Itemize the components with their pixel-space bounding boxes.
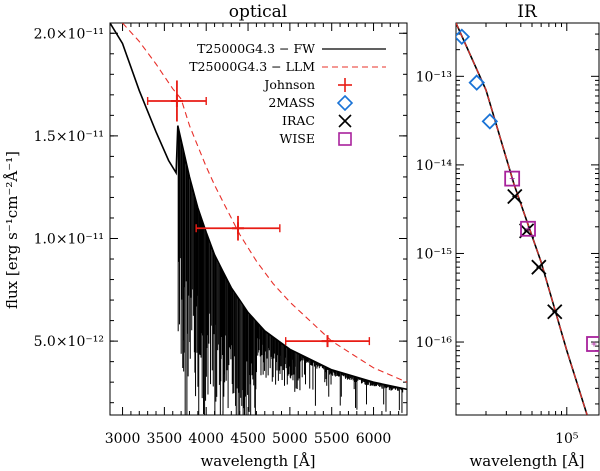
wise-square [520, 220, 536, 237]
optical-ytick-label: 1.5×10⁻¹¹ [34, 129, 104, 145]
twomass-point [481, 113, 499, 130]
optical-xtick-label: 5000 [272, 431, 308, 447]
ir-model-lines [456, 23, 588, 415]
optical-photometry [146, 80, 371, 348]
johnson-point [284, 335, 371, 348]
legend-marker-2mass [336, 94, 354, 112]
irac-point [507, 188, 523, 205]
optical-ytick-label: 1.0×10⁻¹¹ [34, 231, 104, 247]
johnson-point [195, 215, 281, 241]
wise-point [504, 170, 521, 187]
legend: T25000G4.3 − FW T25000G4.3 − LLM Johnson… [189, 41, 386, 146]
optical-xtick-label: 4000 [188, 431, 224, 447]
legend-label-irac: IRAC [282, 113, 315, 128]
irac-point [547, 304, 563, 320]
optical-xtick-label: 3000 [105, 431, 141, 447]
optical-ytick-label: 5.0×10⁻¹² [34, 334, 104, 350]
twomass-point [468, 74, 485, 91]
irac-point [531, 259, 547, 275]
optical-axes-ticks: 3000 3500 4000 4500 5000 5500 6000 2.0×10⁻¹¹ 1.5… [34, 23, 408, 447]
johnson-point [146, 80, 207, 122]
optical-ylabel: flux [erg s⁻¹cm⁻²Å⁻¹] [3, 151, 21, 309]
legend-label-johnson: Johnson [262, 77, 315, 92]
wise-point [586, 336, 599, 352]
ir-ytick-label: 10⁻¹⁴ [416, 158, 453, 174]
optical-xtick-label: 4500 [230, 431, 266, 447]
ir-plot-frame [455, 22, 600, 416]
ir-ytick-label: 10⁻¹⁶ [416, 335, 453, 351]
legend-label-fw: T25000G4.3 − FW [197, 41, 315, 56]
legend-marker-johnson [338, 78, 352, 92]
optical-xtick-label: 6000 [356, 431, 392, 447]
optical-xlabel: wavelength [Å] [200, 452, 315, 470]
ir-llm-line [456, 23, 588, 415]
optical-panel-title: optical [229, 2, 287, 22]
legend-marker-wise [338, 132, 352, 146]
legend-marker-irac [338, 114, 352, 128]
legend-label-wise: WISE [280, 131, 315, 146]
wise-point [520, 220, 536, 237]
optical-xtick-label: 3500 [147, 431, 183, 447]
legend-label-llm: T25000G4.3 − LLM [189, 59, 315, 74]
ir-xtick-label: 10⁵ [555, 431, 579, 447]
ir-panel-title: IR [517, 2, 538, 22]
optical-plot-frame [109, 22, 408, 416]
ir-axes-ticks: 10⁵ 10⁻¹³ 10⁻¹⁴ 10⁻¹⁵ 10⁻¹⁶ [416, 22, 599, 447]
legend-label-2mass: 2MASS [268, 95, 315, 110]
ir-ytick-label: 10⁻¹⁵ [416, 246, 453, 262]
wise-square [504, 170, 521, 187]
optical-ytick-label: 2.0×10⁻¹¹ [34, 26, 104, 42]
wise-square [586, 336, 599, 352]
ir-ytick-label: 10⁻¹³ [416, 69, 452, 85]
twomass-point [456, 28, 471, 45]
optical-xtick-label: 5500 [314, 431, 350, 447]
ir-photometry [456, 28, 599, 352]
ir-xlabel: wavelength [Å] [469, 452, 584, 470]
optical-llm-line [122, 23, 407, 383]
ir-fw-line [456, 23, 588, 415]
optical-absorption-lines [177, 127, 404, 415]
